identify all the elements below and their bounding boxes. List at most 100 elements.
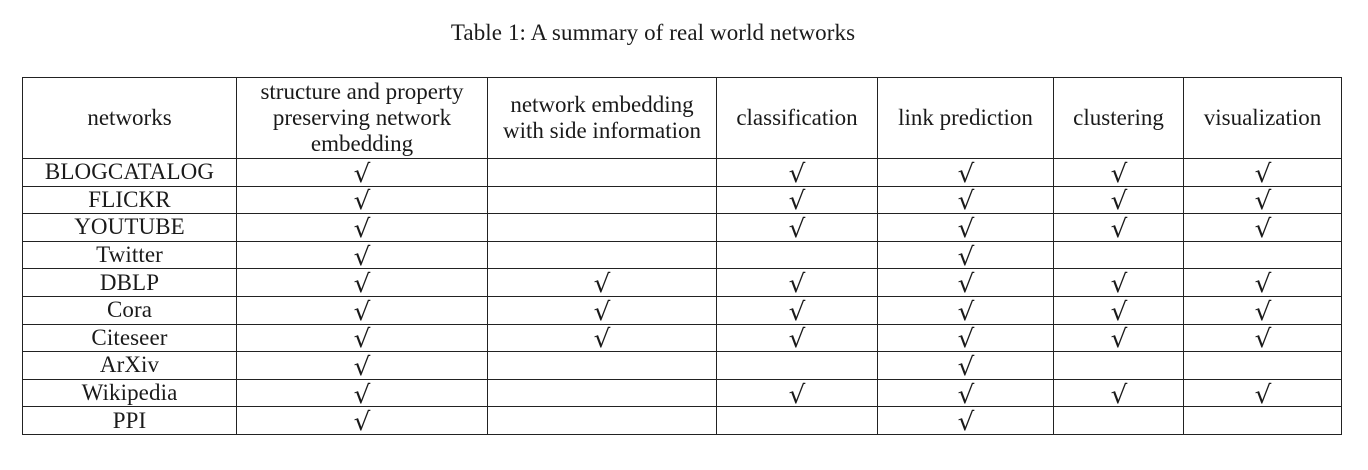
classification-cell (716, 351, 878, 380)
checkmark-icon: √ (957, 269, 974, 299)
link-prediction-cell: √ (877, 351, 1054, 381)
checkmark-icon: √ (957, 241, 974, 271)
network-name-cell: Citeseer (22, 323, 237, 353)
checkmark-icon: √ (1110, 213, 1127, 243)
link-prediction-cell: √ (877, 323, 1054, 354)
header-row: networks structure and property preservi… (22, 77, 1342, 159)
link-prediction-cell: √ (877, 268, 1054, 299)
clustering-cell (1053, 406, 1184, 435)
checkmark-icon: √ (957, 351, 974, 381)
checkmark-icon: √ (1110, 296, 1127, 326)
visualization-cell (1183, 240, 1342, 270)
structure-preserving-cell: √ (236, 323, 488, 353)
side-information-cell (487, 185, 717, 215)
table-row: FLICKR √ √ √ √ √ (22, 185, 1342, 216)
side-information-cell (487, 378, 717, 408)
side-information-cell (487, 240, 717, 270)
link-prediction-cell: √ (877, 295, 1054, 325)
classification-cell (716, 406, 878, 435)
checkmark-icon: √ (788, 158, 806, 188)
network-name-cell: Cora (22, 295, 237, 325)
structure-preserving-cell: √ (236, 213, 488, 243)
table-body: BLOGCATALOG √ √ √ √ √ FLICKR √ √ √ √ √ YOUTUBE √ √ √ √ √ T… (22, 158, 1342, 437)
link-prediction-cell: √ (877, 378, 1054, 409)
checkmark-icon: √ (788, 186, 806, 216)
clustering-cell: √ (1053, 158, 1184, 188)
checkmark-icon: √ (788, 324, 806, 354)
visualization-cell: √ (1183, 185, 1342, 215)
side-information-cell (487, 213, 717, 242)
checkmark-icon: √ (1110, 158, 1127, 188)
structure-preserving-cell: √ (236, 406, 488, 437)
network-name-cell: DBLP (22, 268, 237, 297)
table-row: BLOGCATALOG √ √ √ √ √ (22, 158, 1342, 188)
link-prediction-cell: √ (877, 185, 1054, 216)
checkmark-icon: √ (353, 241, 371, 271)
visualization-cell: √ (1183, 378, 1342, 408)
checkmark-icon: √ (1254, 296, 1271, 326)
visualization-cell: √ (1183, 158, 1342, 188)
clustering-cell (1053, 351, 1184, 380)
header-link-prediction: link prediction (877, 77, 1054, 159)
network-name-cell: BLOGCATALOG (22, 158, 237, 187)
checkmark-icon: √ (957, 324, 974, 354)
checkmark-icon: √ (957, 186, 974, 216)
classification-cell: √ (716, 323, 878, 354)
checkmark-icon: √ (957, 379, 974, 409)
clustering-cell (1053, 240, 1184, 270)
classification-cell: √ (716, 158, 878, 188)
classification-cell: √ (716, 378, 878, 408)
side-information-cell: √ (487, 295, 717, 325)
table-header: networks structure and property preservi… (22, 77, 1342, 159)
checkmark-icon: √ (593, 269, 611, 299)
structure-preserving-cell: √ (236, 295, 488, 325)
visualization-cell: √ (1183, 295, 1342, 326)
checkmark-icon: √ (1254, 158, 1271, 188)
network-name-cell: Wikipedia (22, 378, 237, 408)
structure-preserving-cell: √ (236, 240, 488, 271)
classification-cell: √ (716, 295, 878, 326)
classification-cell (716, 240, 878, 270)
side-information-cell (487, 406, 717, 435)
clustering-cell: √ (1053, 213, 1184, 243)
checkmark-icon: √ (353, 213, 371, 243)
checkmark-icon: √ (957, 158, 974, 188)
side-information-cell (487, 351, 717, 380)
header-clustering: clustering (1053, 77, 1184, 159)
checkmark-icon: √ (353, 351, 371, 381)
checkmark-icon: √ (1254, 213, 1271, 243)
network-name-cell: YOUTUBE (22, 213, 237, 242)
header-structure-and-property-preserving: structure and property preserving networ… (236, 77, 488, 159)
checkmark-icon: √ (788, 269, 806, 299)
checkmark-icon: √ (353, 407, 371, 437)
link-prediction-cell: √ (877, 158, 1054, 188)
clustering-cell: √ (1053, 295, 1184, 326)
structure-preserving-cell: √ (236, 268, 488, 297)
table-caption: Table 1: A summary of real world network… (450, 20, 856, 45)
table-row: DBLP √ √ √ √ √ √ (22, 268, 1342, 299)
network-name-cell: ArXiv (22, 351, 237, 380)
network-name-cell: FLICKR (22, 185, 237, 215)
table-row: Citeseer √ √ √ √ √ √ (22, 323, 1342, 354)
network-name-cell: PPI (22, 406, 237, 435)
side-information-cell: √ (487, 323, 717, 353)
structure-preserving-cell: √ (236, 378, 488, 408)
checkmark-icon: √ (353, 158, 371, 188)
visualization-cell (1183, 406, 1342, 435)
checkmark-icon: √ (1254, 269, 1271, 299)
visualization-cell (1183, 351, 1342, 380)
checkmark-icon: √ (788, 213, 806, 243)
link-prediction-cell: √ (877, 240, 1054, 271)
classification-cell: √ (716, 185, 878, 216)
side-information-cell: √ (487, 268, 717, 299)
table-row: ArXiv √ √ (22, 351, 1342, 381)
structure-preserving-cell: √ (236, 351, 488, 381)
structure-preserving-cell: √ (236, 158, 488, 188)
table-row: Wikipedia √ √ √ √ √ (22, 378, 1342, 409)
table-row: PPI √ √ (22, 406, 1342, 437)
clustering-cell: √ (1053, 185, 1184, 215)
checkmark-icon: √ (788, 296, 806, 326)
side-information-cell (487, 158, 717, 187)
clustering-cell: √ (1053, 378, 1184, 408)
clustering-cell: √ (1053, 268, 1184, 297)
